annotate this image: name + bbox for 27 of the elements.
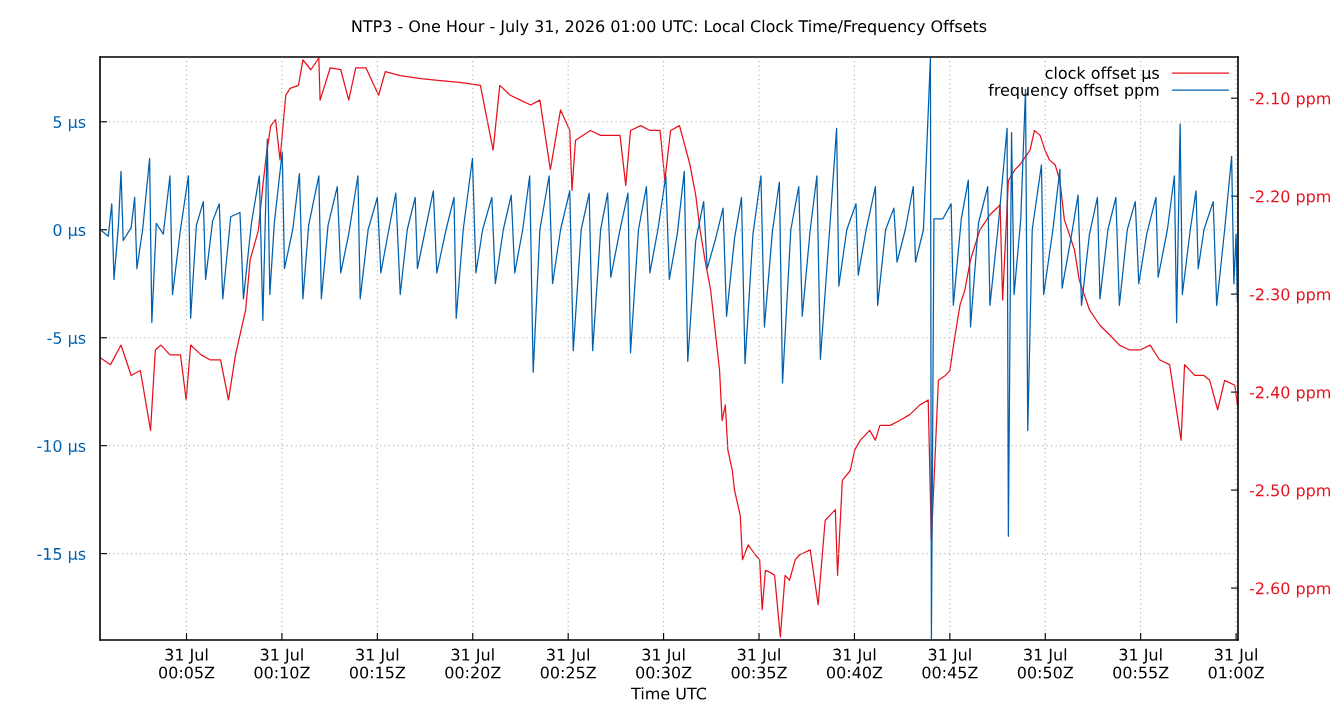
- y2-tick-label: -2.50 ppm: [1249, 484, 1330, 500]
- y-tick-label: -15 µs: [37, 548, 86, 564]
- legend-label: frequency offset ppm: [988, 83, 1159, 100]
- y-tick-label: 5 µs: [53, 116, 86, 132]
- legend-label: clock offset µs: [1045, 66, 1159, 83]
- x-tick-label: 31 Jul 00:30Z: [636, 648, 692, 679]
- x-tick-label: 31 Jul 00:50Z: [1017, 648, 1074, 679]
- y2-tick-label: -2.30 ppm: [1249, 288, 1330, 304]
- x-tick-label: 31 Jul 00:15Z: [349, 648, 406, 679]
- chart-title: NTP3 - One Hour - July 31, 2026 01:00 UTC: Local Clock Time/Frequency Offsets: [352, 19, 987, 36]
- y-tick-label: -10 µs: [37, 439, 86, 456]
- y2-tick-label: -2.10 ppm: [1249, 92, 1330, 108]
- x-tick-label: 31 Jul 00:55Z: [1113, 648, 1169, 679]
- x-tick-label: 31 Jul 00:05Z: [159, 648, 215, 679]
- x-tick-label: 31 Jul 00:35Z: [731, 648, 787, 679]
- x-axis-title: Time UTC: [631, 687, 707, 700]
- x-tick-label: 31 Jul 00:40Z: [826, 648, 883, 679]
- y2-tick-label: -2.20 ppm: [1249, 190, 1330, 206]
- y-tick-label: -5 µs: [47, 332, 86, 348]
- x-tick-label: 31 Jul 00:20Z: [445, 648, 501, 679]
- y-tick-label: 0 µs: [53, 223, 86, 240]
- x-tick-label: 31 Jul 01:00Z: [1208, 648, 1264, 679]
- y2-tick-label: -2.40 ppm: [1249, 386, 1330, 402]
- x-tick-label: 31 Jul 00:45Z: [922, 648, 978, 679]
- y2-tick-label: -2.60 ppm: [1249, 582, 1330, 598]
- x-tick-label: 31 Jul 00:25Z: [540, 648, 596, 679]
- x-tick-label: 31 Jul 00:10Z: [254, 648, 310, 679]
